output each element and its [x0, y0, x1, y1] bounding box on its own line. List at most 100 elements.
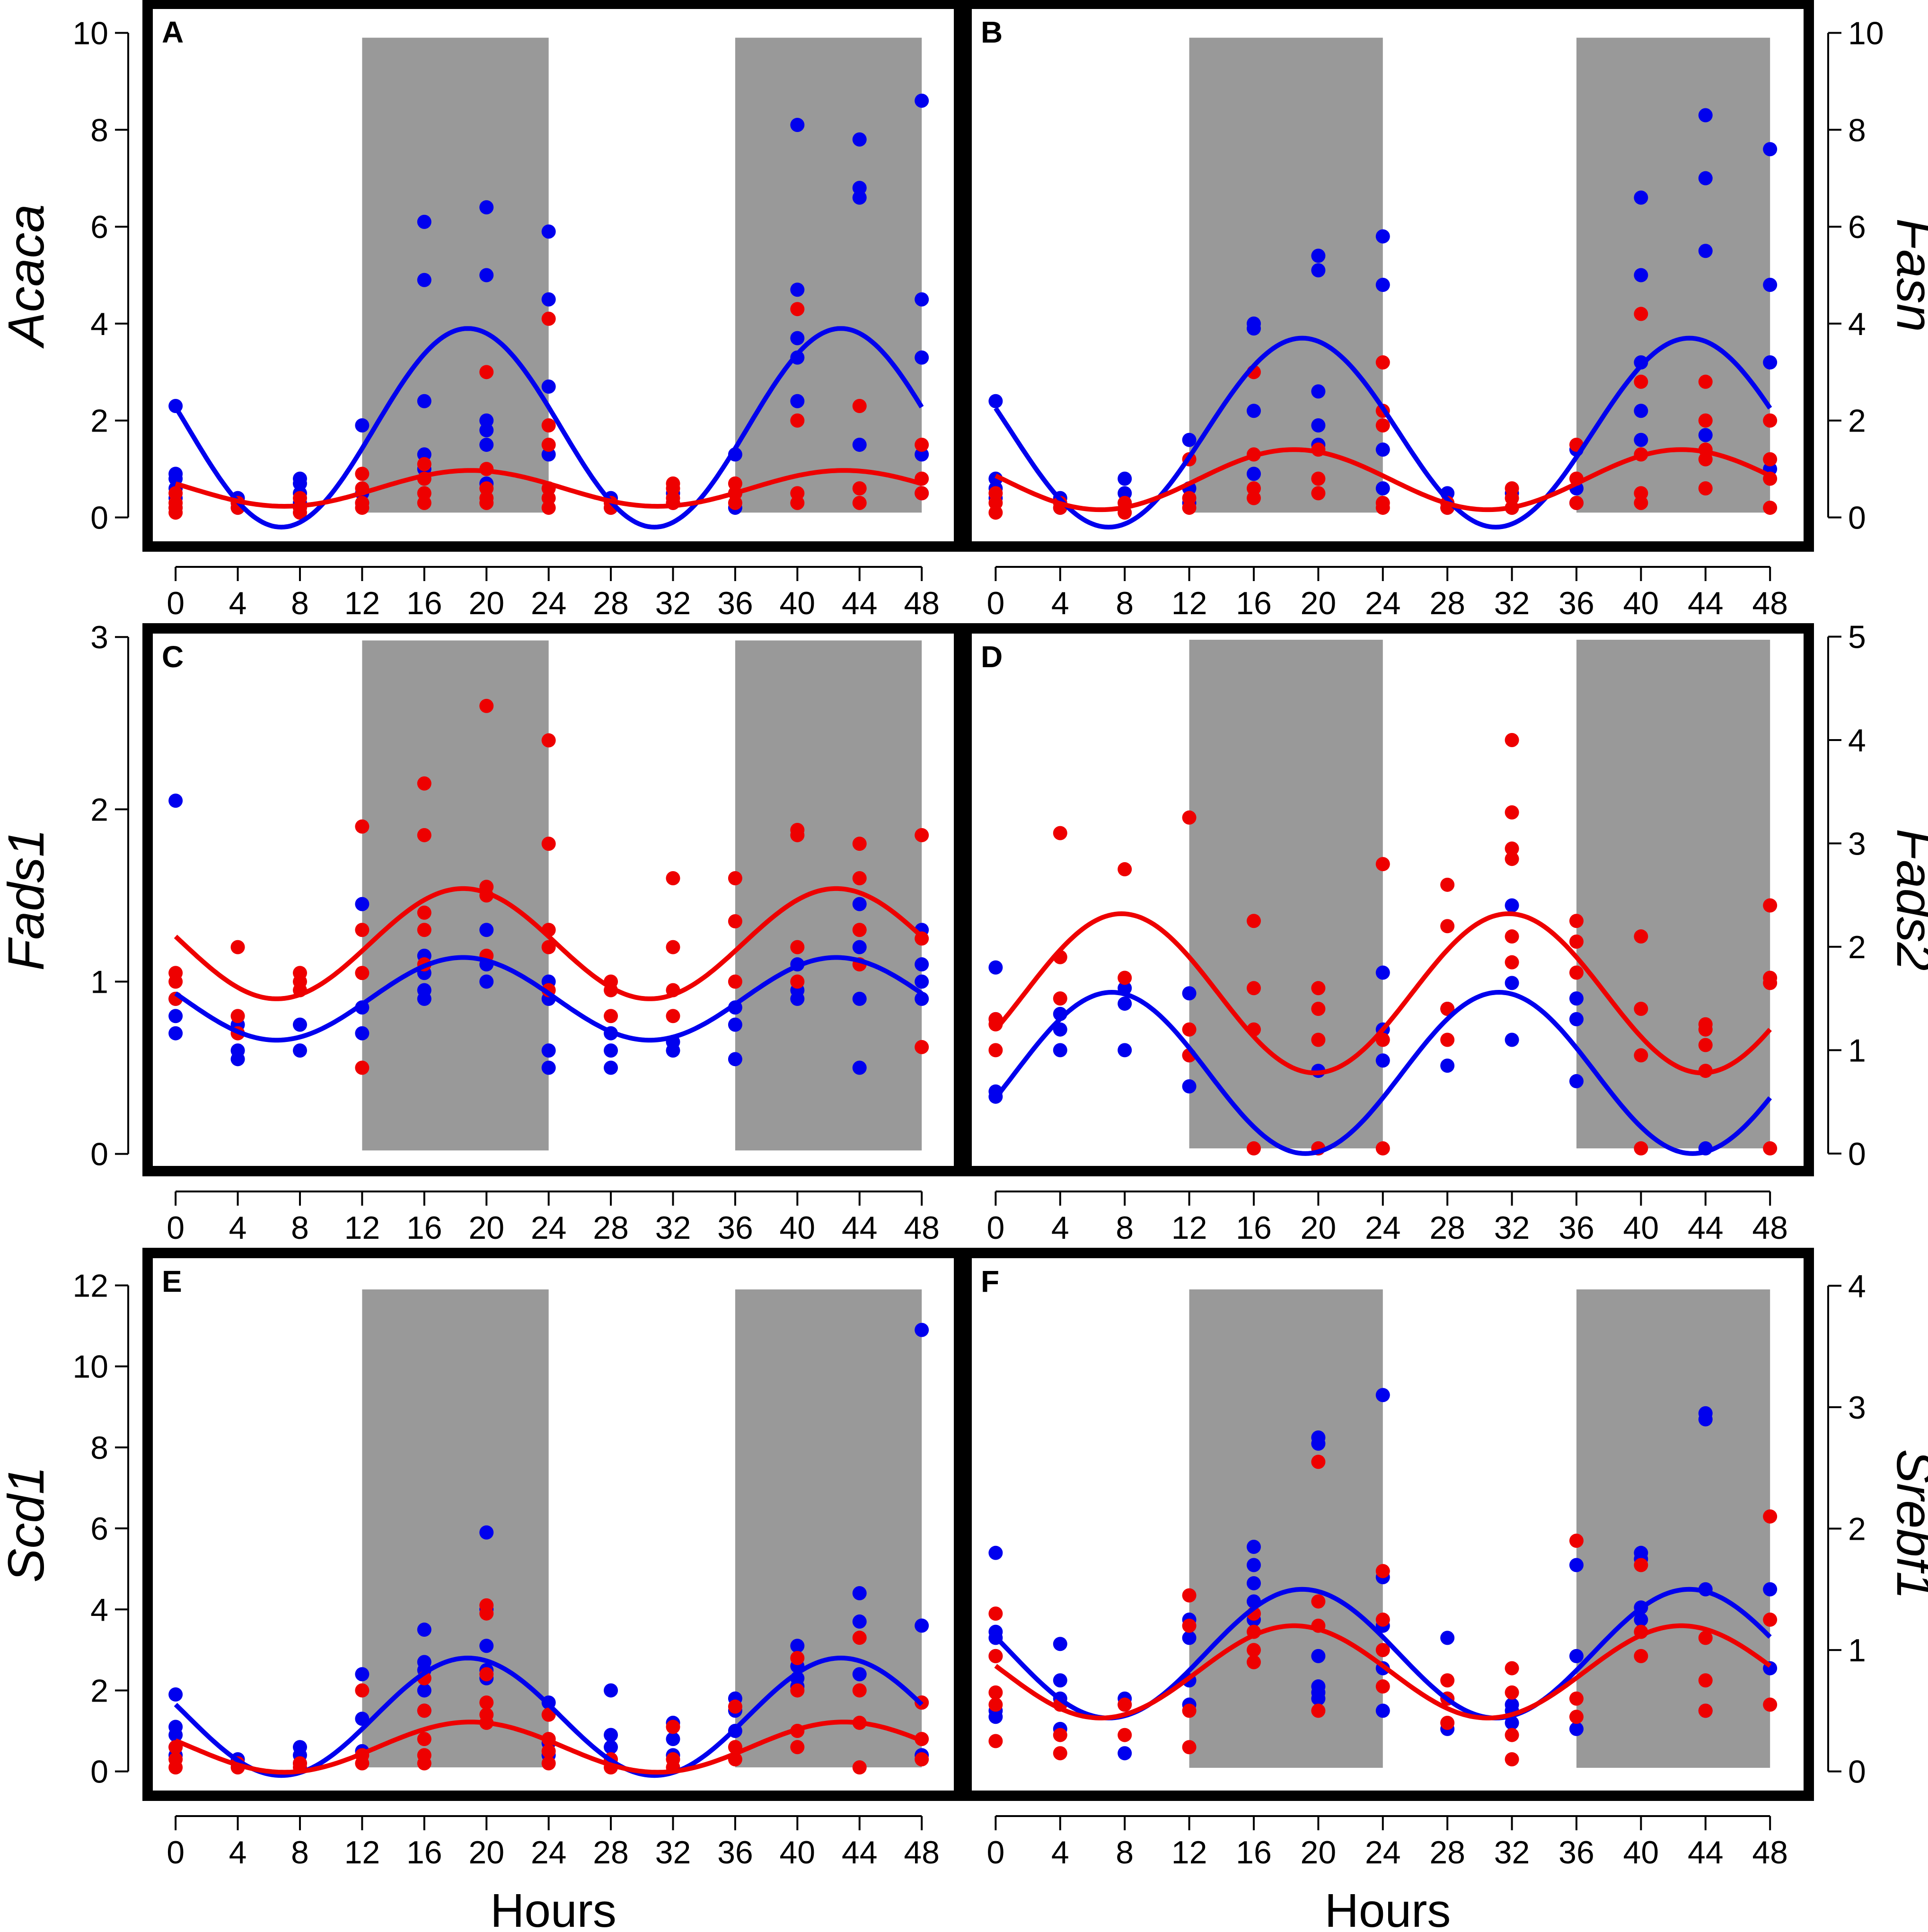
panel-b-red-point	[1763, 413, 1778, 428]
panel-a-y-tick-label: 2	[90, 403, 108, 439]
panel-c-y-tick-label: 1	[90, 964, 108, 1000]
panel-f-red-point	[1763, 1697, 1778, 1712]
panel-e: E0 4 8 12 16 20 24 28 32 36 40 44 48024681012Scd1Hou…	[0, 1248, 964, 1932]
panel-b-x-tick-label: 36	[1558, 585, 1594, 621]
panel-a-red-point	[168, 505, 183, 520]
panel-b-blue-point	[1311, 248, 1326, 263]
panel-f-blue-point	[1246, 1558, 1261, 1572]
panel-a-y-tick-label: 6	[90, 209, 108, 245]
panel-e-y-tick-label: 6	[90, 1511, 108, 1547]
panel-f-x-tick-label: 28	[1429, 1835, 1465, 1870]
panel-b-red-point	[1311, 471, 1326, 486]
panel-f-blue-point	[988, 1545, 1003, 1560]
panel-b-blue-point	[1763, 277, 1778, 292]
panel-b-y-tick-label: 10	[1848, 15, 1884, 51]
panel-f-red-point	[1246, 1643, 1261, 1658]
panel-a-red-point	[417, 495, 431, 510]
panel-c-red-point	[728, 974, 742, 989]
panel-e-x-label: Hours	[490, 1884, 616, 1932]
panel-f-red-point	[1440, 1716, 1455, 1730]
panel-b-y-tick-label: 6	[1848, 209, 1866, 245]
panel-f-red-point	[1311, 1703, 1326, 1718]
panel-a-blue-point	[915, 292, 929, 307]
panel-a-red-point	[728, 495, 742, 510]
panel-f-red-point	[988, 1606, 1003, 1621]
panel-c-frame	[142, 623, 964, 1176]
panel-a-red-point	[541, 311, 556, 326]
panel-d-red-point	[1118, 970, 1132, 985]
panel-d-blue-point	[1182, 1079, 1197, 1094]
panel-a-red-point	[915, 437, 929, 452]
panel-b-red-fit-curve	[995, 447, 1771, 512]
panel-f-dark-period-2	[1576, 1289, 1770, 1768]
panel-c-blue-point	[541, 1043, 556, 1058]
panel-d-red-point	[1569, 934, 1584, 949]
panel-d-red-point	[1505, 805, 1519, 820]
panel-c-x-tick-label: 4	[229, 1210, 247, 1246]
panel-f-blue-point	[1375, 1388, 1390, 1403]
panel-f-blue-point	[1311, 1436, 1326, 1451]
panel-a-x-tick-label: 20	[468, 585, 504, 621]
panel-d-red-point	[1311, 1001, 1326, 1016]
panel-f-x-tick-label: 20	[1301, 1835, 1337, 1870]
panel-f-blue-point	[1698, 1412, 1713, 1427]
panel-e-red-point	[666, 1720, 680, 1734]
panel-c-red-point	[541, 940, 556, 954]
panel-a-red-point	[915, 486, 929, 501]
panel-d-y-tick-label: 0	[1848, 1136, 1866, 1172]
panel-b-blue-point	[1375, 277, 1390, 292]
panel-a-blue-point	[790, 331, 805, 345]
panel-f-y-tick-label: 4	[1848, 1268, 1866, 1304]
panel-a-red-point	[852, 399, 867, 414]
panel-b-x-tick-label: 44	[1688, 585, 1724, 621]
panel-c-red-point	[230, 940, 245, 954]
panel-f-red-point	[1118, 1728, 1132, 1742]
panel-a-letter: A	[162, 15, 184, 49]
panel-f-y-axis: 0 1 2 3 4	[1827, 1268, 1866, 1790]
panel-d-x-tick-label: 36	[1558, 1210, 1594, 1246]
panel-f-red-point	[1246, 1655, 1261, 1669]
panel-e-dark-period-2	[735, 1289, 922, 1768]
panel-f-dark-period-1	[1189, 1289, 1383, 1768]
panel-f-red-point	[1698, 1673, 1713, 1688]
panel-b-blue-point	[1311, 384, 1326, 399]
panel-f-red-point	[1440, 1673, 1455, 1688]
panel-c-x-tick-label: 0	[167, 1210, 185, 1246]
panel-b-red-point	[1569, 495, 1584, 510]
panel-e-blue-point	[666, 1732, 680, 1747]
panel-d-y-axis: 0 1 2 3 4 5	[1827, 619, 1866, 1172]
panel-b-red-point	[1246, 491, 1261, 505]
panel-f-x-tick-label: 0	[986, 1835, 1004, 1870]
panel-d-red-point	[1440, 877, 1455, 892]
panel-d-blue-point	[1053, 1043, 1067, 1058]
panel-d-x-tick-label: 28	[1429, 1210, 1465, 1246]
panel-e-y-tick-label: 4	[90, 1592, 108, 1628]
panel-e-x-tick-label: 28	[593, 1835, 629, 1870]
panel-a-x-tick-label: 4	[229, 585, 247, 621]
panel-b-blue-point	[1118, 471, 1132, 486]
panel-f-red-point	[1375, 1612, 1390, 1627]
panel-c-blue-point	[604, 1043, 618, 1058]
panel-d-blue-point	[1053, 1022, 1067, 1037]
panel-e-blue-point	[604, 1683, 618, 1698]
panel-f-red-point	[1182, 1740, 1197, 1755]
panel-d-x-tick-label: 4	[1051, 1210, 1069, 1246]
panel-a-blue-point	[541, 224, 556, 239]
panel-b-y-label: Fasn	[1886, 218, 1928, 332]
panel-e-red-point	[417, 1703, 431, 1718]
panel-d-red-point	[1375, 1141, 1390, 1156]
panel-b-red-point	[1698, 452, 1713, 467]
panel-a-frame	[142, 0, 964, 552]
panel-d-red-point	[1698, 1022, 1713, 1037]
panel-c-x-tick-label: 32	[655, 1210, 691, 1246]
panel-b-red-point	[1634, 307, 1648, 321]
panel-d-red-fit-curve	[994, 911, 1772, 1076]
panel-c-blue-point	[168, 794, 183, 808]
panel-d-red-point	[1763, 976, 1778, 990]
panel-c-blue-point	[666, 1043, 680, 1058]
panel-a-red-fit-curve	[175, 468, 923, 509]
panel-f-y-label: Srebf1	[1886, 1449, 1928, 1599]
